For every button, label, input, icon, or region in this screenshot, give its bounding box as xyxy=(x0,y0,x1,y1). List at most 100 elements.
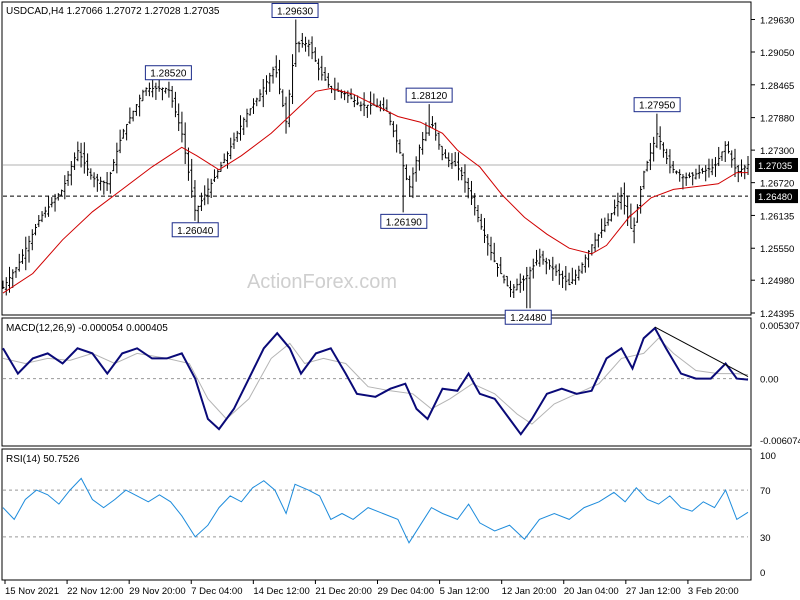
macd-axis-label: -0.006074 xyxy=(760,436,800,447)
macd-panel-frame xyxy=(1,317,752,447)
annotation-box xyxy=(633,97,681,113)
price-bar xyxy=(209,178,213,199)
price-bar xyxy=(203,185,207,206)
price-bar xyxy=(180,111,184,143)
price-bar xyxy=(583,254,587,273)
price-bar xyxy=(668,149,672,174)
price-bar xyxy=(21,249,24,264)
price-bar xyxy=(733,148,737,178)
rsi-axis-label: 100 xyxy=(760,451,776,462)
price-bar xyxy=(613,199,617,216)
price-bar xyxy=(177,103,181,132)
price-bar xyxy=(310,36,314,60)
moving-average-layer xyxy=(2,87,748,294)
price-bar xyxy=(492,242,496,263)
price-bar xyxy=(317,58,321,81)
price-bar xyxy=(639,185,643,214)
price-bar xyxy=(160,87,164,101)
price-bar xyxy=(222,153,226,164)
price-annotation: 1.29630 xyxy=(271,2,319,18)
price-bar xyxy=(600,218,604,238)
macd-signal-line xyxy=(2,337,749,425)
price-bar xyxy=(167,81,171,98)
price-bar xyxy=(128,107,132,124)
time-axis-label: 7 Dec 04:00 xyxy=(191,586,242,597)
price-bar xyxy=(186,147,190,181)
price-bar xyxy=(408,175,412,197)
price-bar xyxy=(593,232,597,252)
price-bar xyxy=(69,160,73,186)
macd-layer xyxy=(2,326,749,436)
price-bar xyxy=(655,113,659,149)
price-bar xyxy=(125,123,129,141)
price-bar xyxy=(730,150,734,168)
price-bar xyxy=(648,142,652,171)
price-bar xyxy=(170,85,174,108)
price-bar xyxy=(157,79,161,92)
price-bar xyxy=(307,39,311,57)
price-annotation: 1.26040 xyxy=(171,222,219,238)
price-bar xyxy=(206,178,210,205)
annotation-box xyxy=(271,2,319,18)
macd-trendline xyxy=(654,326,749,378)
price-bar xyxy=(736,165,740,183)
price-bar xyxy=(740,159,743,177)
price-bar xyxy=(95,173,99,192)
price-bar xyxy=(34,224,37,236)
price-axis-label: 1.27880 xyxy=(760,114,794,125)
price-bar xyxy=(297,41,301,53)
price-axis-label: 1.26135 xyxy=(760,211,794,222)
support-level-tag-label: 1.26480 xyxy=(758,192,792,203)
price-bar xyxy=(66,170,70,186)
price-bar xyxy=(466,177,470,199)
watermark-text: ActionForex.com xyxy=(247,271,397,293)
time-axis-label: 12 Jan 20:00 xyxy=(502,586,557,597)
price-bar xyxy=(147,82,151,97)
price-bar xyxy=(112,159,116,172)
price-bar xyxy=(635,204,639,223)
price-bar xyxy=(242,117,246,136)
price-bar xyxy=(255,97,259,107)
price-bar xyxy=(642,170,646,190)
time-axis-label: 27 Jan 12:00 xyxy=(626,586,681,597)
price-bar xyxy=(476,204,480,223)
price-bar xyxy=(252,98,255,114)
price-bar xyxy=(24,236,28,271)
price-bar xyxy=(470,180,473,206)
price-bar xyxy=(388,111,392,126)
price-bar xyxy=(710,158,714,176)
price-bar xyxy=(727,141,730,154)
price-bar xyxy=(430,116,434,128)
price-bar xyxy=(304,36,308,52)
price-bar xyxy=(229,137,233,160)
price-bar xyxy=(509,280,512,298)
annotation-label: 1.24480 xyxy=(510,313,547,324)
price-annotation: 1.24480 xyxy=(504,309,552,325)
price-bar xyxy=(47,195,51,217)
price-bar xyxy=(580,262,584,274)
current-price-tag-bg xyxy=(755,157,798,172)
price-bar xyxy=(577,265,581,281)
time-axis-label: 5 Jan 12:00 xyxy=(440,586,490,597)
price-bar xyxy=(154,82,158,100)
price-annotation: 1.27950 xyxy=(633,97,681,113)
price-bar xyxy=(609,212,613,222)
price-bar xyxy=(443,149,447,159)
annotation-box xyxy=(171,222,219,238)
price-bar xyxy=(300,32,304,48)
price-annotation: 1.28520 xyxy=(144,65,192,81)
price-bar xyxy=(723,141,727,162)
price-bar xyxy=(414,156,418,182)
price-bar xyxy=(561,270,565,289)
price-bar xyxy=(323,67,327,81)
price-axis-label: 1.26720 xyxy=(760,179,794,190)
price-annotation: 1.26190 xyxy=(380,213,428,229)
price-bar xyxy=(700,167,704,174)
price-bar xyxy=(437,132,441,150)
price-bar xyxy=(502,274,506,284)
price-bar xyxy=(118,129,122,154)
price-bar xyxy=(320,55,324,81)
price-bar xyxy=(173,91,177,118)
